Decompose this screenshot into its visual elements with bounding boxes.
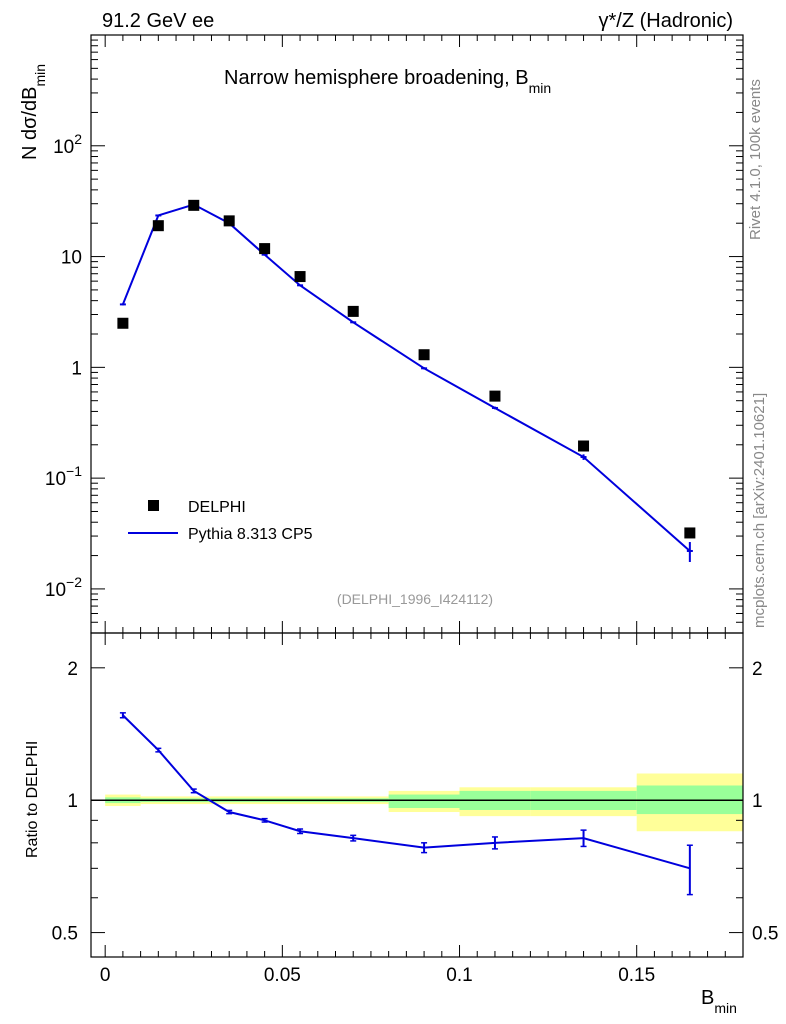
ratio-series (119, 712, 693, 896)
delphi-point (578, 440, 590, 452)
delphi-point (489, 390, 501, 402)
pythia-series (119, 203, 693, 562)
delphi-point (259, 243, 271, 255)
y-tick-label-main: 10 (61, 248, 82, 269)
chart-title: Narrow hemisphere broadening, Bmin (224, 67, 551, 96)
y-tick-label-ratio-right: 1 (752, 791, 763, 812)
legend-mc-label: Pythia 8.313 CP5 (188, 526, 313, 543)
y-tick-label-main: 1 (71, 358, 82, 379)
y-tick-label-ratio-left: 2 (67, 659, 78, 680)
header-energy: 91.2 GeV ee (102, 10, 214, 32)
y-axis-label-ratio: Ratio to DELPHI (24, 741, 41, 858)
axis-ticks (91, 35, 744, 957)
y-tick-label-ratio-left: 1 (67, 791, 78, 812)
mcplots-info: mcplots.cern.ch [arXiv:2401.10621] (751, 393, 768, 628)
x-axis-label-text: B (701, 987, 714, 1009)
y-tick-label-base: 1 (71, 358, 82, 379)
y-tick-label-base: 10 (61, 248, 82, 269)
main-panel-frame (90, 34, 744, 634)
legend-data-label: DELPHI (188, 499, 246, 516)
x-axis-label-sub: min (714, 1000, 737, 1016)
y-tick-label-main: 10−2 (45, 574, 82, 601)
y-tick-label-ratio-right: 0.5 (752, 924, 778, 945)
band-inner-2 (388, 794, 460, 808)
delphi-point (188, 199, 200, 211)
y-tick-label-base: 10 (45, 580, 66, 601)
delphi-point (294, 271, 306, 283)
ratio-panel-frame (90, 632, 744, 958)
delphi-series (117, 199, 696, 539)
y-tick-label-exp: −1 (66, 463, 82, 479)
delphi-point (347, 305, 359, 317)
y-tick-label-main: 10−1 (45, 463, 82, 490)
x-tick-label: 0.15 (618, 965, 655, 986)
delphi-point (684, 527, 696, 539)
y-tick-label-exp: 2 (74, 131, 82, 147)
y-tick-label-base: 10 (45, 469, 66, 490)
delphi-point (152, 220, 164, 232)
chart-title-sub: min (529, 80, 552, 96)
y-tick-label-base: 10 (53, 137, 74, 158)
legend-data-marker (148, 500, 159, 511)
y-tick-label-exp: −2 (66, 574, 82, 590)
delphi-point (418, 349, 430, 361)
x-tick-label: 0 (100, 965, 111, 986)
rivet-info: Rivet 4.1.0, 100k events (747, 79, 764, 240)
y-axis-label-main-text: N dσ/dB (19, 87, 41, 161)
y-axis-label-main: N dσ/dBmin (19, 64, 48, 160)
ratio-uncertainty-bands (105, 773, 743, 832)
y-tick-label-main: 102 (53, 131, 82, 158)
x-tick-label: 0.05 (264, 965, 301, 986)
y-axis-label-main-sub: min (32, 64, 48, 87)
y-tick-label-ratio-left: 0.5 (52, 924, 78, 945)
analysis-id: (DELPHI_1996_I424112) (337, 591, 493, 607)
y-tick-label-ratio-right: 2 (752, 659, 763, 680)
x-tick-label: 0.1 (446, 965, 472, 986)
header-process: γ*/Z (Hadronic) (599, 10, 733, 32)
x-axis-label: Bmin (701, 987, 737, 1016)
chart-title-main: Narrow hemisphere broadening, B (224, 67, 529, 89)
delphi-point (223, 215, 235, 227)
delphi-point (117, 317, 129, 329)
